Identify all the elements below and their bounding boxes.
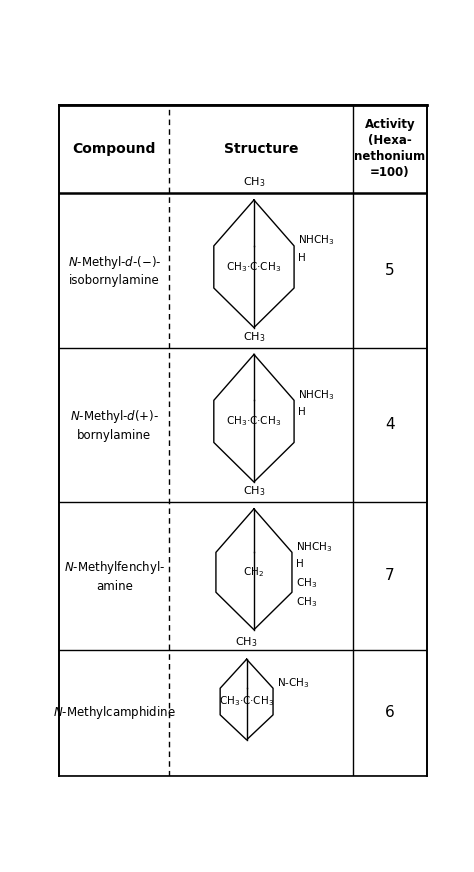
Text: CH$_3$: CH$_3$ [296,595,317,609]
Text: $\it{N}$-Methylcamphidine: $\it{N}$-Methylcamphidine [53,705,176,721]
Text: CH$_3$: CH$_3$ [296,576,317,589]
Text: NHCH$_3$: NHCH$_3$ [299,234,335,248]
Text: Activity
(Hexa-
nethonium
=100): Activity (Hexa- nethonium =100) [354,119,426,180]
Text: CH$_3$: CH$_3$ [243,330,265,344]
Text: 6: 6 [385,705,395,720]
Text: 4: 4 [385,418,395,433]
Text: NHCH$_3$: NHCH$_3$ [296,540,333,554]
Text: NHCH$_3$: NHCH$_3$ [299,388,335,402]
Text: CH$_3$: CH$_3$ [243,484,265,498]
Text: $\it{N}$-Methyl-$\it{d}$(+)-
bornylamine: $\it{N}$-Methyl-$\it{d}$(+)- bornylamine [70,408,159,441]
Text: Compound: Compound [73,142,156,156]
Text: Structure: Structure [224,142,299,156]
Text: CH$_3$·C·CH$_3$: CH$_3$·C·CH$_3$ [227,414,282,428]
Text: 5: 5 [385,263,395,278]
Text: 7: 7 [385,569,395,583]
Text: CH$_3$·C·CH$_3$: CH$_3$·C·CH$_3$ [227,260,282,274]
Text: $\it{N}$-Methylfenchyl-
amine: $\it{N}$-Methylfenchyl- amine [64,559,165,593]
Text: H: H [299,253,306,263]
Text: CH$_3$·C·CH$_3$: CH$_3$·C·CH$_3$ [219,695,274,708]
Text: CH$_2$: CH$_2$ [244,565,264,579]
Text: H: H [299,407,306,418]
Text: CH$_3$: CH$_3$ [236,635,258,649]
Text: CH$_3$: CH$_3$ [243,175,265,189]
Text: $\it{N}$-Methyl-$\it{d}$-(−)-
isobornylamine: $\it{N}$-Methyl-$\it{d}$-(−)- isobornyla… [68,254,161,287]
Text: H: H [296,560,304,569]
Text: N-CH$_3$: N-CH$_3$ [277,676,310,690]
